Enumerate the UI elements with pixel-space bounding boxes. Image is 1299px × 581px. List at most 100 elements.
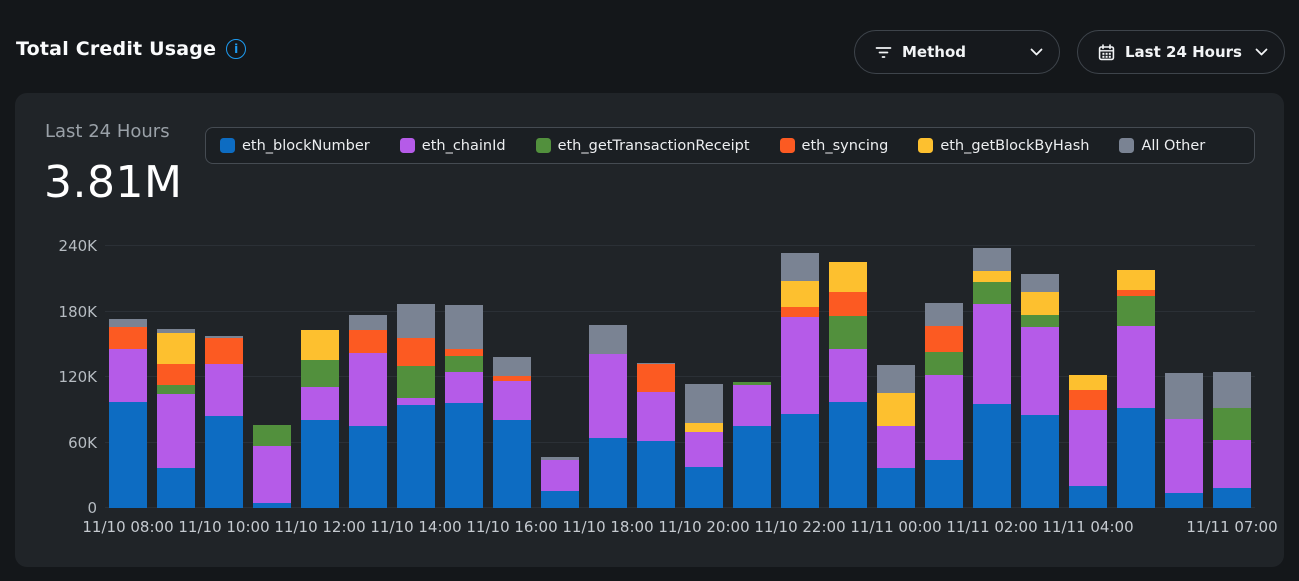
- bar-segment-eth_chainId[interactable]: [397, 397, 435, 406]
- bar-segment-eth_getTransactionReceipt[interactable]: [253, 425, 291, 446]
- bar-segment-eth_getTransactionReceipt[interactable]: [973, 282, 1011, 304]
- bar-segment-eth_getTransactionReceipt[interactable]: [925, 351, 963, 375]
- bar-segment-eth_blockNumber[interactable]: [973, 404, 1011, 508]
- bar-column[interactable]: [925, 302, 963, 508]
- bar-segment-eth_syncing[interactable]: [925, 325, 963, 352]
- bar-column[interactable]: [205, 335, 243, 508]
- bar-segment-eth_blockNumber[interactable]: [205, 416, 243, 508]
- bar-column[interactable]: [685, 383, 723, 508]
- info-icon[interactable]: i: [226, 39, 247, 59]
- bar-segment-eth_blockNumber[interactable]: [1165, 492, 1203, 508]
- bar-column[interactable]: [1021, 274, 1059, 508]
- bar-column[interactable]: [397, 303, 435, 508]
- bar-column[interactable]: [445, 304, 483, 508]
- bar-segment-eth_syncing[interactable]: [493, 375, 531, 382]
- bar-segment-eth_blockNumber[interactable]: [829, 402, 867, 508]
- bar-segment-eth_getTransactionReceipt[interactable]: [1117, 296, 1155, 326]
- bar-segment-eth_blockNumber[interactable]: [685, 466, 723, 508]
- bar-segment-eth_blockNumber[interactable]: [397, 405, 435, 508]
- bar-column[interactable]: [301, 330, 339, 508]
- bar-segment-eth_getBlockByHash[interactable]: [1021, 291, 1059, 315]
- bar-segment-eth_chainId[interactable]: [253, 445, 291, 503]
- bar-column[interactable]: [1117, 270, 1155, 508]
- legend-item-eth_blockNumber[interactable]: eth_blockNumber: [220, 138, 370, 154]
- bar-segment-eth_chainId[interactable]: [541, 459, 579, 491]
- bar-segment-eth_syncing[interactable]: [637, 363, 675, 393]
- time-range-dropdown[interactable]: Last 24 Hours: [1077, 30, 1285, 74]
- bar-segment-eth_chainId[interactable]: [973, 303, 1011, 405]
- bar-segment-eth_syncing[interactable]: [205, 337, 243, 364]
- bar-segment-All Other[interactable]: [1021, 274, 1059, 292]
- bar-segment-eth_syncing[interactable]: [781, 307, 819, 317]
- bar-segment-eth_getTransactionReceipt[interactable]: [397, 366, 435, 398]
- bar-segment-All Other[interactable]: [1213, 371, 1251, 408]
- bar-segment-eth_getTransactionReceipt[interactable]: [1213, 407, 1251, 441]
- legend-item-eth_getTransactionReceipt[interactable]: eth_getTransactionReceipt: [535, 138, 750, 154]
- bar-segment-eth_blockNumber[interactable]: [589, 438, 627, 508]
- bar-column[interactable]: [829, 262, 867, 508]
- bar-segment-eth_chainId[interactable]: [445, 371, 483, 404]
- bar-segment-All Other[interactable]: [445, 304, 483, 349]
- bar-segment-eth_getBlockByHash[interactable]: [685, 422, 723, 432]
- bar-segment-All Other[interactable]: [973, 248, 1011, 272]
- bar-segment-All Other[interactable]: [925, 302, 963, 326]
- bar-segment-eth_getBlockByHash[interactable]: [877, 393, 915, 427]
- bar-segment-eth_chainId[interactable]: [1069, 409, 1107, 487]
- bar-segment-eth_syncing[interactable]: [1069, 390, 1107, 410]
- bar-segment-eth_getTransactionReceipt[interactable]: [301, 359, 339, 387]
- bar-column[interactable]: [877, 365, 915, 508]
- bar-segment-eth_blockNumber[interactable]: [1021, 415, 1059, 508]
- bar-segment-eth_chainId[interactable]: [637, 392, 675, 442]
- bar-segment-eth_syncing[interactable]: [397, 337, 435, 367]
- bar-segment-eth_chainId[interactable]: [1213, 440, 1251, 489]
- bar-segment-eth_syncing[interactable]: [829, 291, 867, 316]
- bar-column[interactable]: [1165, 372, 1203, 508]
- bar-segment-eth_chainId[interactable]: [109, 348, 147, 403]
- bar-segment-eth_blockNumber[interactable]: [445, 403, 483, 508]
- legend-item-eth_chainId[interactable]: eth_chainId: [399, 138, 506, 154]
- bar-segment-eth_getTransactionReceipt[interactable]: [829, 315, 867, 349]
- bar-segment-eth_blockNumber[interactable]: [1069, 486, 1107, 508]
- bar-segment-eth_getTransactionReceipt[interactable]: [733, 382, 771, 385]
- bar-segment-eth_chainId[interactable]: [157, 394, 195, 468]
- legend-item-eth_syncing[interactable]: eth_syncing: [779, 138, 888, 154]
- bar-segment-eth_blockNumber[interactable]: [925, 459, 963, 508]
- bar-segment-eth_blockNumber[interactable]: [493, 419, 531, 508]
- bar-segment-eth_blockNumber[interactable]: [733, 426, 771, 508]
- bar-segment-eth_chainId[interactable]: [685, 431, 723, 467]
- bar-column[interactable]: [637, 362, 675, 508]
- bar-column[interactable]: [157, 329, 195, 508]
- bar-segment-eth_chainId[interactable]: [205, 363, 243, 417]
- bar-segment-All Other[interactable]: [541, 456, 579, 460]
- bar-segment-eth_chainId[interactable]: [877, 426, 915, 468]
- bar-segment-eth_blockNumber[interactable]: [253, 502, 291, 508]
- bar-segment-eth_chainId[interactable]: [589, 354, 627, 439]
- bar-segment-eth_chainId[interactable]: [781, 316, 819, 415]
- bar-segment-eth_getBlockByHash[interactable]: [1117, 270, 1155, 290]
- bar-segment-All Other[interactable]: [685, 383, 723, 423]
- bar-segment-eth_getBlockByHash[interactable]: [829, 262, 867, 292]
- bar-column[interactable]: [1069, 374, 1107, 508]
- bar-segment-eth_blockNumber[interactable]: [1213, 488, 1251, 508]
- bar-segment-eth_blockNumber[interactable]: [349, 426, 387, 508]
- bar-segment-eth_chainId[interactable]: [733, 384, 771, 427]
- bar-segment-All Other[interactable]: [109, 319, 147, 327]
- bar-segment-eth_getBlockByHash[interactable]: [1069, 374, 1107, 391]
- bar-column[interactable]: [781, 252, 819, 508]
- bar-segment-eth_syncing[interactable]: [1117, 289, 1155, 297]
- bar-column[interactable]: [541, 456, 579, 508]
- bar-segment-eth_blockNumber[interactable]: [637, 441, 675, 508]
- bar-column[interactable]: [973, 248, 1011, 508]
- bar-segment-All Other[interactable]: [493, 357, 531, 376]
- bar-segment-eth_getBlockByHash[interactable]: [973, 271, 1011, 283]
- bar-column[interactable]: [109, 319, 147, 508]
- bar-segment-eth_chainId[interactable]: [493, 381, 531, 420]
- bar-segment-eth_chainId[interactable]: [349, 352, 387, 427]
- bar-segment-eth_chainId[interactable]: [925, 374, 963, 460]
- bar-segment-All Other[interactable]: [877, 365, 915, 394]
- bar-column[interactable]: [1213, 371, 1251, 508]
- bar-segment-All Other[interactable]: [781, 252, 819, 281]
- legend-item-All-Other[interactable]: All Other: [1119, 138, 1205, 154]
- bar-segment-eth_chainId[interactable]: [1165, 418, 1203, 493]
- bar-segment-eth_chainId[interactable]: [829, 348, 867, 403]
